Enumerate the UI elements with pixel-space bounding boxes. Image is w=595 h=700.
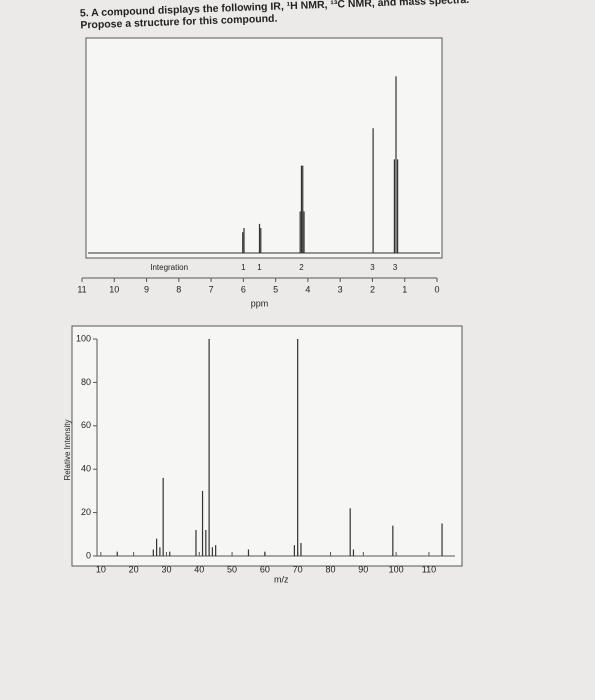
nmr-frame — [85, 37, 443, 259]
question-box: 5. A compound displays the following IR,… — [80, 0, 470, 32]
x-tick-label: 60 — [260, 564, 270, 574]
integration-label: Integration — [150, 263, 188, 272]
y-tick-label: 0 — [86, 550, 91, 560]
x-tick-label: 70 — [293, 564, 303, 574]
y-tick-label: 100 — [76, 333, 91, 343]
x-axis-label: ppm — [251, 298, 269, 308]
integration-value: 3 — [370, 263, 375, 272]
x-axis-label: m/z — [274, 574, 289, 584]
x-tick-label: 0 — [434, 284, 439, 294]
x-tick-label: 40 — [194, 564, 204, 574]
integration-value: 1 — [257, 263, 262, 272]
integration-value: 2 — [299, 263, 304, 272]
x-tick-label: 6 — [241, 284, 246, 294]
x-tick-label: 4 — [305, 284, 310, 294]
y-tick-label: 20 — [81, 507, 91, 517]
y-tick-label: 60 — [81, 420, 91, 430]
x-tick-label: 8 — [176, 284, 181, 294]
x-tick-label: 5 — [273, 284, 278, 294]
x-tick-label: 11 — [77, 284, 86, 294]
x-tick-label: 90 — [358, 564, 368, 574]
x-tick-label: 2 — [370, 284, 375, 294]
x-tick-label: 50 — [227, 564, 237, 574]
x-tick-label: 1 — [402, 284, 407, 294]
y-tick-label: 80 — [81, 377, 91, 387]
x-tick-label: 7 — [209, 284, 214, 294]
x-tick-label: 3 — [338, 284, 343, 294]
question: 5. A compound displays the following IR,… — [80, 0, 470, 32]
x-tick-label: 20 — [129, 564, 139, 574]
x-tick-label: 10 — [109, 284, 119, 294]
y-tick-label: 40 — [81, 464, 91, 474]
ms-frame — [71, 325, 463, 567]
x-tick-label: 100 — [389, 564, 404, 574]
x-tick-label: 30 — [161, 564, 171, 574]
integration-value: 3 — [393, 263, 398, 272]
integration-value: 1 — [241, 263, 246, 272]
x-tick-label: 9 — [144, 284, 149, 294]
x-tick-label: 10 — [96, 564, 106, 574]
y-axis-label: Relative Intensity — [63, 420, 72, 481]
x-tick-label: 80 — [325, 564, 335, 574]
x-tick-label: 110 — [422, 564, 436, 574]
